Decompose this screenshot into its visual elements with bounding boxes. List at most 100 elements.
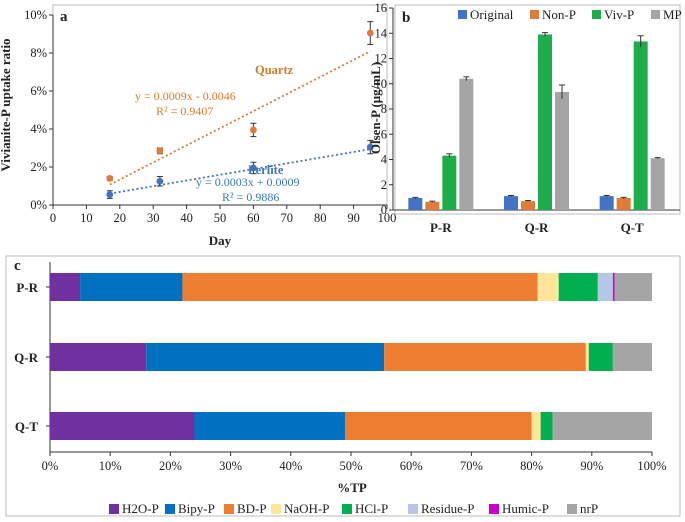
panel-a-ylabel: Vivianite-P uptake ratio <box>0 38 13 171</box>
panel-b-frame <box>394 4 681 215</box>
bd-p-segment-q-t <box>344 412 532 440</box>
legend-swatch-residue-p <box>408 504 418 514</box>
panel-b-ticks: 0 2 4 6 8 10 12 14 16 P-R Q-R Q-T <box>375 1 680 235</box>
legend-swatch-nrp <box>567 504 577 514</box>
legend-swatch-h2o-p <box>109 504 119 514</box>
panel-b-ylabel: Olsen-P (μg/mL) <box>368 62 383 154</box>
panel-b-ytick-label: 10 <box>375 77 388 91</box>
panel-b-tag: b <box>402 10 410 26</box>
panel-a-xtick-label: 80 <box>314 211 327 225</box>
panel-c-xtick-label: 60% <box>400 459 423 473</box>
panel-c-xtick-label: 10% <box>99 459 122 473</box>
perlite-point <box>366 143 374 151</box>
original-bar-p-r <box>408 198 423 210</box>
panel-b-bars <box>408 32 665 211</box>
panel-c-category-label: Q-R <box>14 350 38 365</box>
legend-swatch-hcl-p <box>342 504 352 514</box>
viv-p-bar-q-t <box>633 41 648 210</box>
legend-swatch-viv-p <box>592 10 601 19</box>
h2o-p-segment-p-r <box>50 273 81 301</box>
legend-label-h2o-p: H2O-P <box>122 501 159 516</box>
legend-label-humic-p: Humic-P <box>502 501 549 516</box>
panel-c-xtick-label: 90% <box>580 459 603 473</box>
perlite-label: Perlite <box>248 163 284 177</box>
h2o-p-segment-q-r <box>50 343 147 371</box>
panel-a-xtick-label: 0 <box>50 211 56 225</box>
panel-a-ytick-label: 6% <box>30 84 47 98</box>
legend-label-residue-p: Residue-P <box>421 501 474 516</box>
panel-a-fit-lines <box>109 50 371 195</box>
non-p-bar-q-t <box>616 198 631 210</box>
panel-c-bars <box>50 273 652 440</box>
panel-a-ytick-label: 4% <box>30 122 47 136</box>
non-p-bar-p-r <box>425 201 440 210</box>
nrp-segment-p-r <box>614 273 652 301</box>
perlite-point <box>106 191 114 198</box>
panel-b-category-label: P-R <box>430 220 452 235</box>
panel-c-legend: H2O-P Bipy-P BD-P NaOH-P HCl-P Residue-P Humic… <box>109 501 598 516</box>
hcl-p-segment-q-t <box>540 412 553 440</box>
panel-b: b Olsen-P (μg/mL) 0 2 4 6 8 10 12 14 16 P-R Q-R Q-T… <box>368 1 682 235</box>
hcl-p-segment-p-r <box>558 273 598 301</box>
panel-c-xtick-label: 40% <box>279 459 302 473</box>
quartz-point <box>250 126 257 134</box>
h2o-p-segment-q-t <box>50 412 195 440</box>
original-bar-q-r <box>504 196 518 210</box>
panel-a-ytick-label: 8% <box>30 46 47 60</box>
legend-label-non-p: Non-P <box>542 7 576 22</box>
legend-swatch-humic-p <box>489 504 499 514</box>
panel-c-xtick-label: 20% <box>159 459 182 473</box>
perlite-r2: R² = 0.9886 <box>222 190 279 204</box>
panel-c: c %TP 0% 10% 20% 30% 40% 50% 60% 70% 80% 90% 100% P… <box>5 255 681 517</box>
perlite-equation: y = 0.0003x + 0.0009 <box>196 175 300 189</box>
panel-c-ticks: 0% 10% 20% 30% 40% 50% 60% 70% 80% 90% 100% P-R Q-R Q… <box>14 262 667 473</box>
panel-b-ytick-label: 16 <box>375 1 388 15</box>
panel-a-xtick-label: 10 <box>80 211 93 225</box>
panel-b-ytick-label: 6 <box>381 127 387 141</box>
bd-p-segment-p-r <box>182 273 538 301</box>
quartz-point <box>156 147 164 155</box>
legend-swatch-bd-p <box>224 504 234 514</box>
quartz-point <box>366 29 374 37</box>
perlite-point <box>156 177 164 185</box>
panel-b-category-label: Q-T <box>621 220 644 235</box>
quartz-trendline <box>109 50 371 186</box>
viv-p-bar-q-r <box>538 34 552 211</box>
panel-a-xtick-label: 70 <box>281 211 294 225</box>
panel-c-tag: c <box>14 258 21 274</box>
panel-b-category-label: Q-R <box>525 220 549 235</box>
nrp-segment-q-r <box>612 343 652 371</box>
panel-a-ytick-label: 2% <box>30 160 47 174</box>
panel-b-ytick-label: 14 <box>375 26 388 40</box>
viv-p-bar-p-r <box>442 155 457 210</box>
legend-label-viv-p: Viv-P <box>604 7 634 22</box>
quartz-label: Quartz <box>255 63 294 77</box>
legend-swatch-bipy-p <box>165 504 175 514</box>
panel-a-ytick-label: 0% <box>30 198 47 212</box>
panel-a-xtick-label: 30 <box>147 211 160 225</box>
panel-a: a Day Vivianite-P uptake ratio 0 10 20 30 40… <box>0 4 396 248</box>
panel-a-xtick-label: 20 <box>114 211 127 225</box>
naoh-p-segment-p-r <box>537 273 559 301</box>
non-p-bar-q-r <box>521 201 535 210</box>
residue-p-segment-p-r <box>597 273 613 301</box>
legend-label-bd-p: BD-P <box>237 501 267 516</box>
mp-bar-q-t <box>650 158 665 210</box>
legend-label-hcl-p: HCl-P <box>355 501 388 516</box>
original-bar-q-t <box>599 196 614 210</box>
panel-b-ytick-label: 0 <box>381 203 387 217</box>
legend-swatch-non-p <box>530 10 539 19</box>
bd-p-segment-q-r <box>384 343 586 371</box>
bipy-p-segment-q-r <box>146 343 385 371</box>
panel-a-ytick-label: 10% <box>24 8 47 22</box>
perlite-point <box>250 164 257 172</box>
panel-b-ytick-label: 2 <box>381 178 387 192</box>
panel-c-xtick-label: 0% <box>42 459 59 473</box>
panel-b-ytick-label: 12 <box>375 52 388 66</box>
naoh-p-segment-q-t <box>531 412 541 440</box>
panel-b-ytick-label: 8 <box>381 102 387 116</box>
legend-label-naoh-p: NaOH-P <box>284 501 330 516</box>
legend-label-nrp: nrP <box>580 501 598 516</box>
